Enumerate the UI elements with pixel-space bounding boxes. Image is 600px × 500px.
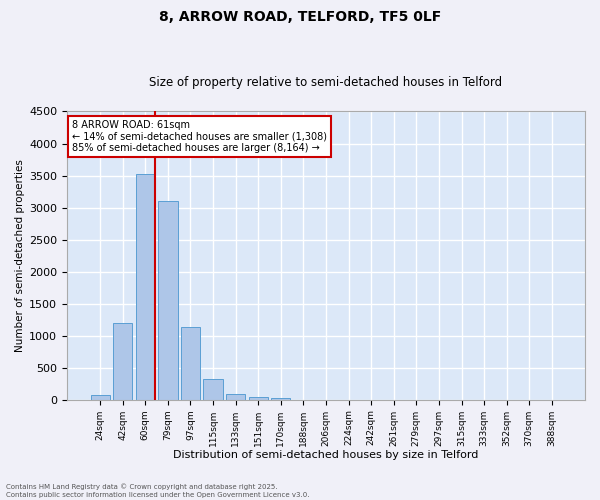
Title: Size of property relative to semi-detached houses in Telford: Size of property relative to semi-detach… [149,76,503,90]
Y-axis label: Number of semi-detached properties: Number of semi-detached properties [15,159,25,352]
Bar [226,394,245,400]
Text: 8 ARROW ROAD: 61sqm
← 14% of semi-detached houses are smaller (1,308)
85% of sem: 8 ARROW ROAD: 61sqm ← 14% of semi-detach… [72,120,327,154]
X-axis label: Distribution of semi-detached houses by size in Telford: Distribution of semi-detached houses by … [173,450,479,460]
Bar [91,395,110,400]
Bar [181,326,200,400]
Bar [203,378,223,400]
Text: Contains HM Land Registry data © Crown copyright and database right 2025.: Contains HM Land Registry data © Crown c… [6,484,277,490]
Bar [158,201,178,400]
Bar [113,323,133,400]
Bar [136,174,155,400]
Text: Contains public sector information licensed under the Open Government Licence v3: Contains public sector information licen… [6,492,310,498]
Bar [248,397,268,400]
Text: 8, ARROW ROAD, TELFORD, TF5 0LF: 8, ARROW ROAD, TELFORD, TF5 0LF [159,10,441,24]
Bar [271,398,290,400]
